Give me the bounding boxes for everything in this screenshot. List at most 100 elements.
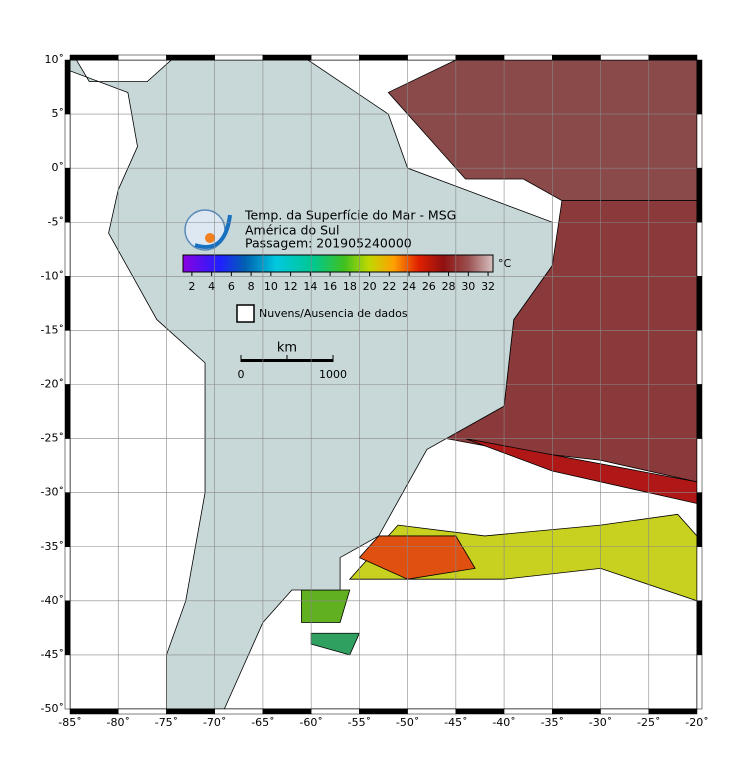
frame-segment [648, 708, 698, 715]
frame-segment [648, 54, 698, 61]
frame-segment [64, 222, 71, 277]
x-tick-label: -60˚ [299, 716, 322, 729]
colorbar-tick-label: 2 [188, 280, 195, 293]
frame-segment [600, 54, 650, 61]
frame-segment [696, 113, 703, 169]
frame-segment [64, 600, 71, 656]
y-tick-label: -20˚ [41, 378, 64, 391]
frame-segment [696, 600, 703, 656]
colorbar-tick-label: 24 [402, 280, 416, 293]
frame-segment [407, 708, 457, 715]
frame-segment [64, 276, 71, 331]
frame-segment [696, 654, 703, 710]
colorbar-tick-label: 28 [442, 280, 456, 293]
legend-swatch [236, 304, 255, 323]
colorbar [182, 254, 494, 273]
y-tick-label: -40˚ [41, 594, 64, 607]
scale-tick-label: 0 [238, 368, 245, 381]
colorbar-tick-label: 20 [363, 280, 377, 293]
frame-segment [214, 708, 264, 715]
colorbar-tick-label: 4 [208, 280, 215, 293]
x-tick-label: -80˚ [106, 716, 129, 729]
frame-segment [696, 222, 703, 277]
colorbar-tick-label: 8 [248, 280, 255, 293]
logo [184, 209, 232, 251]
colorbar-tick-label: 12 [284, 280, 298, 293]
frame-segment [696, 330, 703, 385]
y-tick-label: 0˚ [52, 161, 65, 174]
colorbar-tick-label: 30 [461, 280, 475, 293]
x-tick-label: -70˚ [203, 716, 226, 729]
frame-segment [64, 59, 71, 115]
y-tick-label: -10˚ [41, 269, 64, 282]
colorbar-tick-label: 18 [343, 280, 357, 293]
y-tick-label: -30˚ [41, 486, 64, 499]
frame-segment [359, 54, 408, 61]
frame-segment [503, 54, 553, 61]
x-tick-label: -35˚ [541, 716, 564, 729]
frame-segment [64, 167, 71, 223]
x-tick-label: -85˚ [58, 716, 81, 729]
frame-segment [455, 54, 505, 61]
frame-segment [117, 708, 167, 715]
frame-segment [407, 54, 457, 61]
y-tick-label: -15˚ [41, 323, 64, 336]
frame-segment [696, 438, 703, 493]
pass-time: Passagem: 201905240000 [245, 236, 412, 251]
y-tick-label: -25˚ [41, 432, 64, 445]
y-tick-label: 10˚ [45, 53, 65, 66]
frame-segment [214, 54, 264, 61]
frame-segment [310, 708, 360, 715]
colorbar-tick-label: 16 [323, 280, 337, 293]
x-tick-label: -45˚ [444, 716, 467, 729]
frame-segment [552, 708, 601, 715]
frame-segment [696, 492, 703, 547]
y-tick-label: 5˚ [52, 107, 65, 120]
frame-segment [696, 546, 703, 602]
sst-patch [301, 589, 351, 623]
frame-segment [262, 54, 312, 61]
legend-label: Nuvens/Ausencia de dados [259, 307, 408, 320]
y-tick-label: -35˚ [41, 540, 64, 553]
frame-segment [64, 546, 71, 602]
colorbar-tick-label: 10 [264, 280, 278, 293]
map-title: Temp. da Superfície do Mar - MSG [244, 208, 456, 223]
frame-segment [64, 113, 71, 169]
frame-segment [455, 708, 505, 715]
x-tick-label: -75˚ [155, 716, 178, 729]
frame-segment [166, 54, 215, 61]
frame-segment [310, 54, 360, 61]
frame-segment [552, 54, 601, 61]
sst-patch [465, 438, 697, 504]
frame-segment [600, 708, 650, 715]
y-tick-label: -50˚ [41, 702, 64, 715]
frame-segment [696, 276, 703, 331]
frame-segment [696, 59, 703, 115]
frame-segment [69, 708, 119, 715]
frame-segment [64, 654, 71, 710]
scale-tick-label: 1000 [319, 368, 347, 381]
x-tick-label: -50˚ [396, 716, 419, 729]
colorbar-tick-label: 26 [422, 280, 436, 293]
frame-segment [359, 708, 408, 715]
sst-patch [310, 632, 361, 656]
x-tick-label: -25˚ [637, 716, 660, 729]
sst-patch [387, 60, 697, 202]
map-area [70, 60, 697, 709]
frame-segment [69, 54, 119, 61]
frame-segment [166, 708, 215, 715]
frame-segment [117, 54, 167, 61]
colorbar-tick-label: 32 [481, 280, 495, 293]
x-tick-label: -40˚ [492, 716, 515, 729]
frame-segment [696, 384, 703, 439]
colorbar-tick-label: 22 [382, 280, 396, 293]
frame-segment [64, 384, 71, 439]
frame-segment [64, 438, 71, 493]
colorbar-unit: °C [498, 257, 512, 270]
frame-segment [696, 167, 703, 223]
y-tick-label: -5˚ [48, 215, 64, 228]
x-tick-label: -55˚ [348, 716, 371, 729]
colorbar-tick-label: 6 [228, 280, 235, 293]
frame-segment [64, 492, 71, 547]
